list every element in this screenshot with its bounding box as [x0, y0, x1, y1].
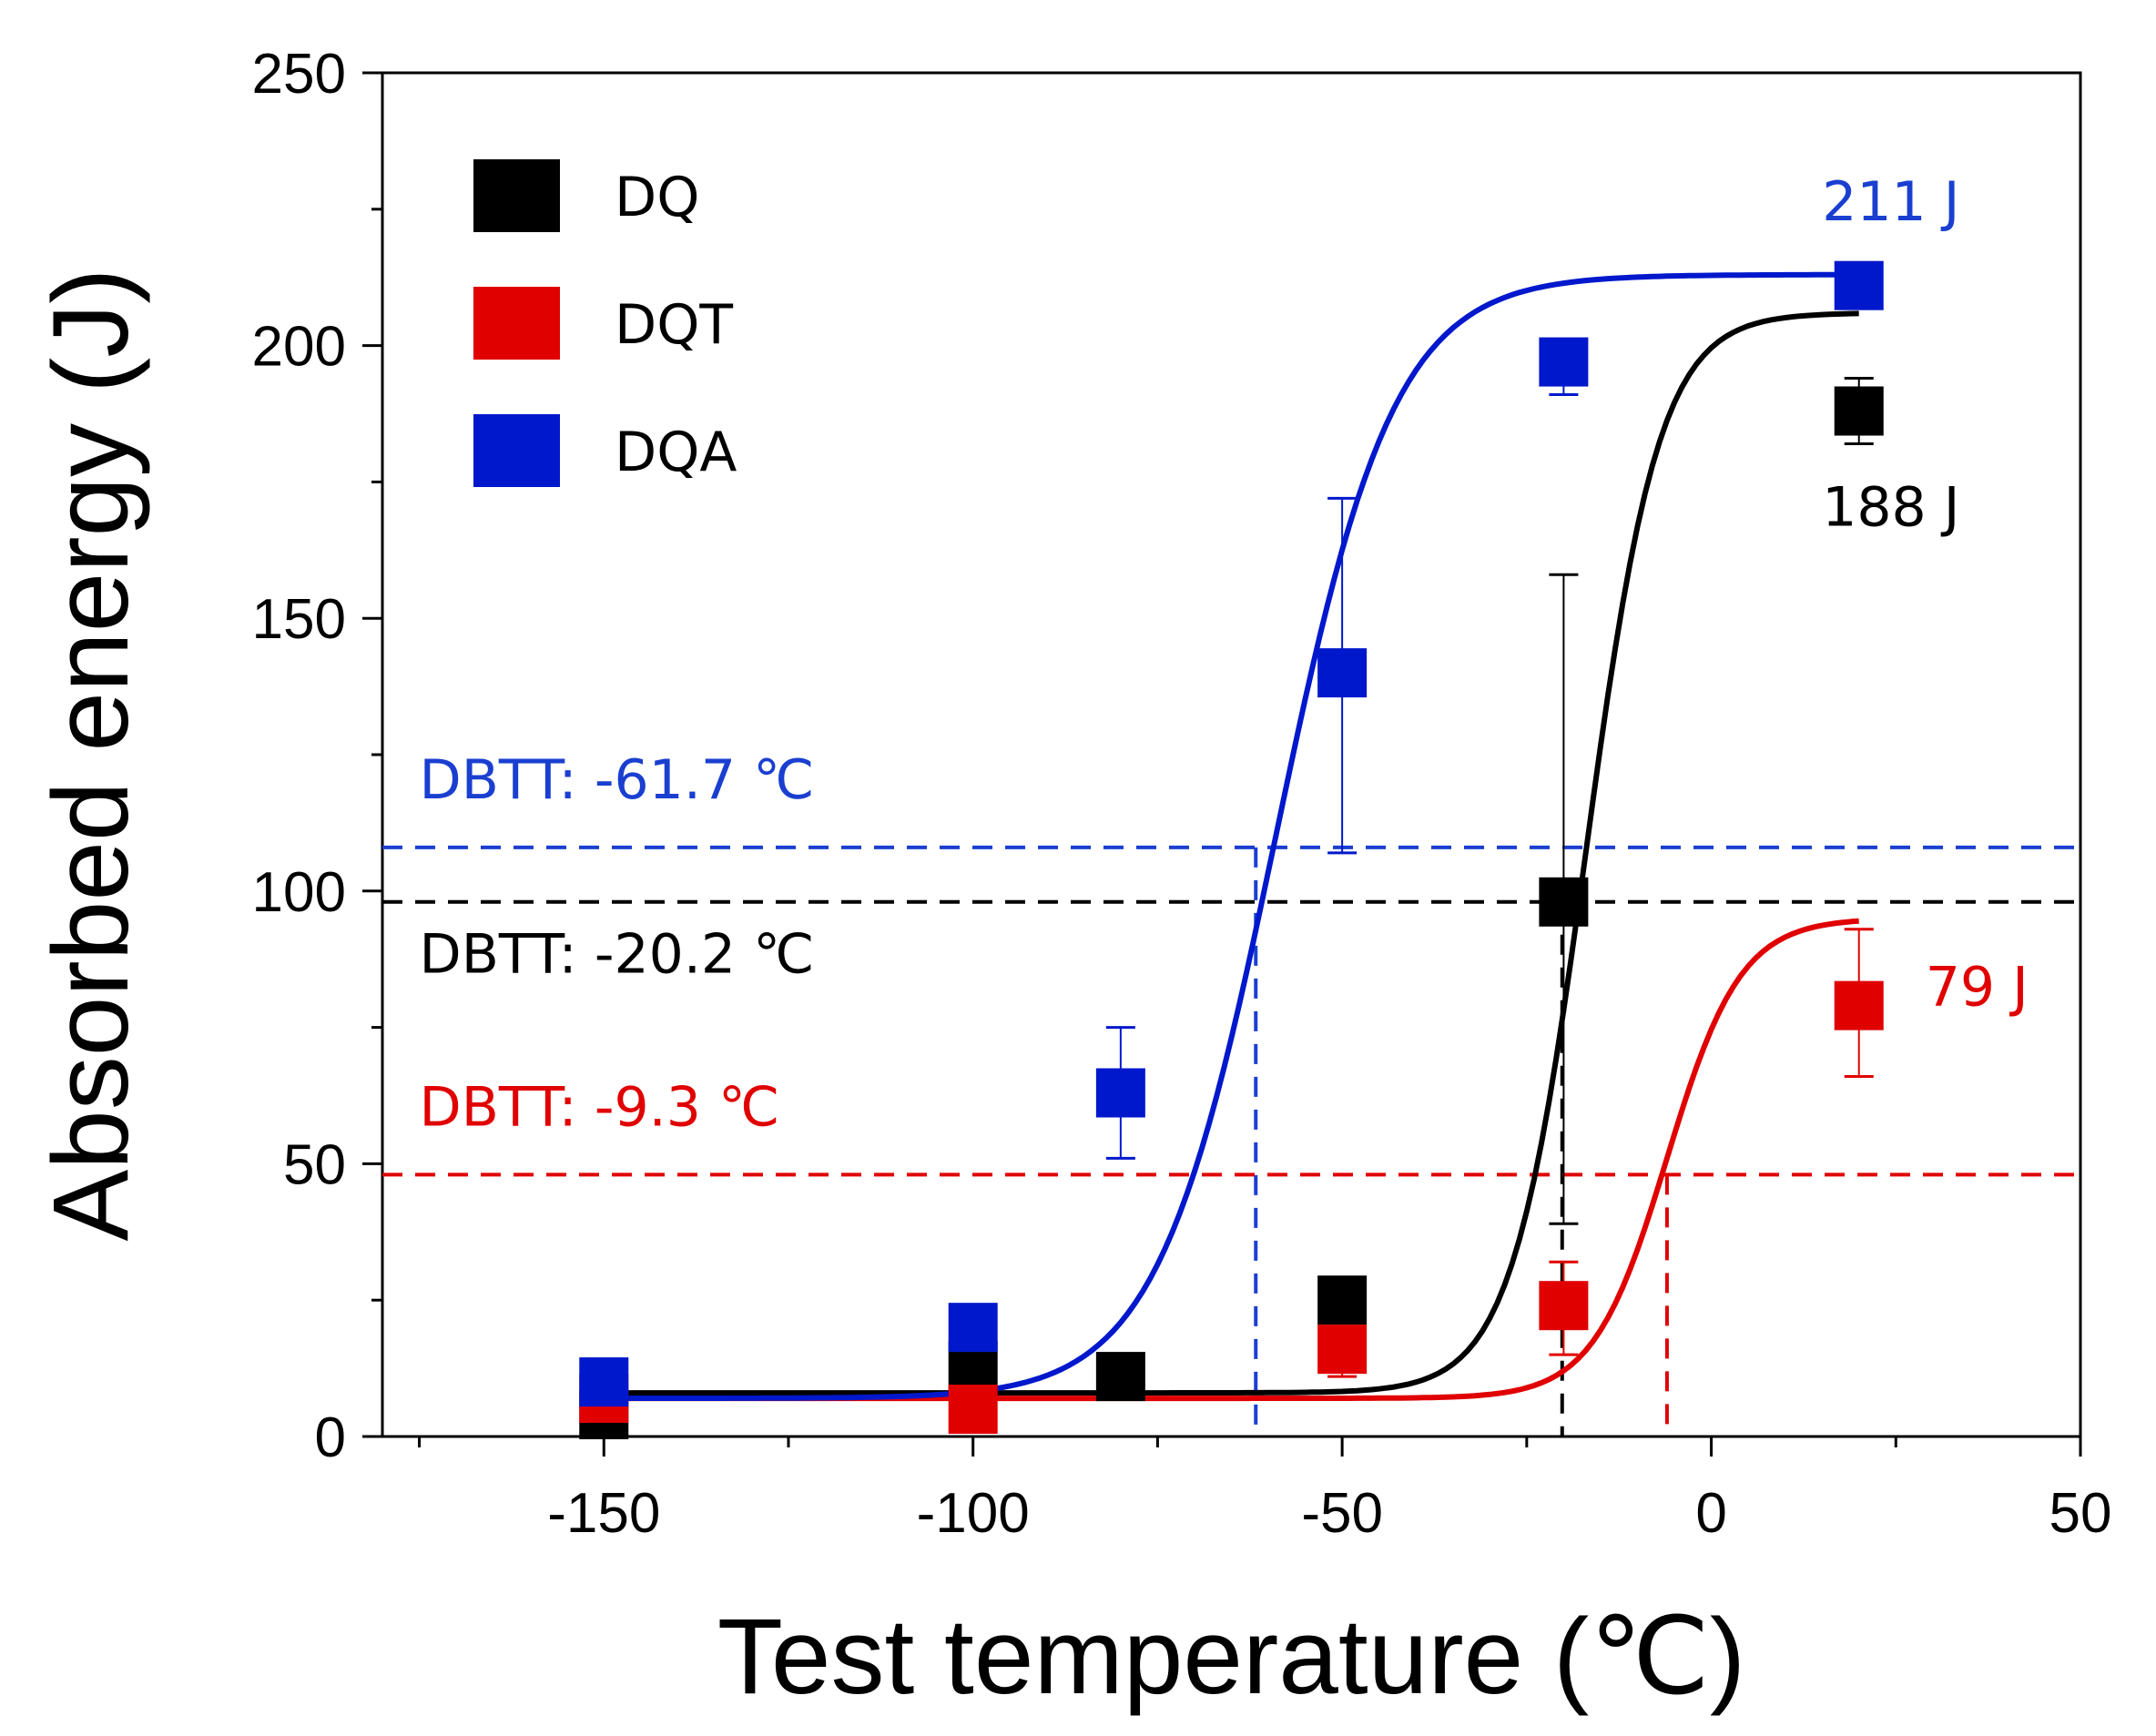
x-tick-label: 0 — [1695, 1482, 1726, 1545]
y-axis-title: Absorbed energy (J) — [31, 268, 151, 1241]
x-axis-title: Test temperature (℃) — [717, 1597, 1745, 1717]
marker-DQ — [1095, 1352, 1145, 1402]
legend-label-DQ: DQ — [615, 166, 699, 229]
reference-lines — [382, 845, 2080, 1437]
marker-DQA — [1317, 648, 1368, 698]
x-tick-label: -100 — [917, 1482, 1030, 1545]
annotation-label: DBTT: -61.7 ℃ — [420, 748, 815, 812]
data-markers — [579, 260, 1884, 1440]
y-tick-label: 250 — [252, 43, 346, 106]
marker-DQA — [579, 1357, 629, 1407]
fit-curve-DQA — [604, 271, 1859, 1401]
annotations: 211 J 188 J 79 J DBTT: -61.7 ℃ DBTT: -20.2 ℃… — [420, 170, 2029, 1140]
marker-DQA — [1834, 260, 1884, 310]
annotation-label: DBTT: -20.2 ℃ — [420, 923, 815, 987]
y-tick-label: 0 — [315, 1406, 346, 1469]
legend-label-DQA: DQA — [615, 421, 737, 484]
legend-swatch-DQA — [473, 414, 560, 487]
y-tick-label: 200 — [252, 316, 346, 379]
annotation-label: 211 J — [1822, 170, 1959, 234]
annotation-label: 188 J — [1822, 475, 1959, 539]
marker-DQT — [1539, 1281, 1589, 1331]
x-tick-label: -50 — [1301, 1482, 1383, 1545]
annotation-label: 79 J — [1926, 956, 2029, 1020]
marker-DQA — [1539, 337, 1589, 387]
y-tick-label: 50 — [283, 1133, 346, 1196]
marker-DQA — [948, 1303, 998, 1353]
fit-curve-DQ — [604, 310, 1859, 1396]
legend-swatch-DQ — [473, 159, 560, 232]
annotation-label: DBTT: -9.3 ℃ — [420, 1075, 780, 1139]
y-tick-label: 150 — [252, 588, 346, 651]
legend-swatch-DQT — [473, 287, 560, 360]
marker-DQ — [1539, 877, 1589, 927]
marker-DQ — [1317, 1275, 1368, 1325]
x-tick-label: -150 — [547, 1482, 660, 1545]
marker-DQA — [1095, 1068, 1145, 1118]
y-tick-label: 100 — [252, 861, 346, 924]
legend-label-DQT: DQT — [615, 293, 733, 357]
marker-DQT — [1317, 1325, 1368, 1375]
marker-DQT — [1834, 980, 1884, 1030]
x-tick-label: 50 — [2049, 1482, 2112, 1545]
error-bars — [1105, 339, 1874, 1378]
fit-curves — [604, 271, 1859, 1402]
fit-curve-DQT — [604, 918, 1859, 1402]
marker-DQ — [1834, 386, 1884, 436]
legend: DQ DQT DQA — [473, 159, 737, 487]
axis-ticks: -150 -100 -50 0 50 0 50 100 150 200 250 — [252, 43, 2112, 1545]
marker-DQT — [948, 1385, 998, 1435]
